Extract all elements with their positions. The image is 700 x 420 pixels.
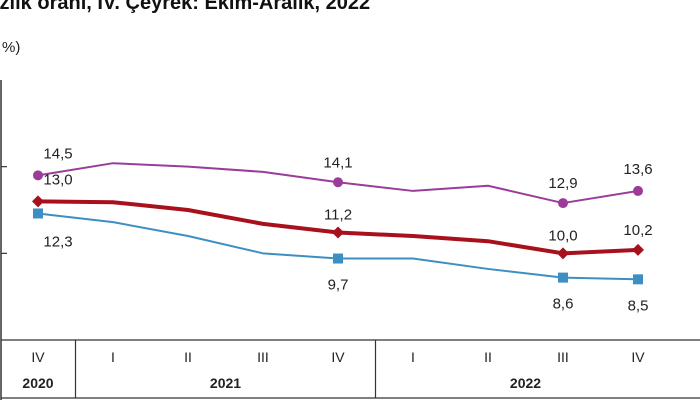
data-point (632, 243, 644, 256)
data-label: 13,6 (623, 161, 652, 178)
x-tick-label: I (111, 349, 115, 365)
data-point (333, 177, 343, 188)
data-label: 11,2 (324, 207, 352, 224)
data-point (333, 253, 343, 264)
data-label: 12,9 (548, 175, 577, 192)
data-point (32, 195, 44, 208)
axes (0, 80, 700, 400)
data-label: 12,3 (43, 233, 72, 250)
chart-title: ızlık oranı, IV. Çeyrek: Ekim-Aralık, 20… (0, 0, 371, 14)
x-tick-label: II (484, 349, 492, 365)
data-point (33, 170, 43, 181)
data-point (558, 198, 568, 209)
data-labels-layer: 14,5 14,1 12,9 13,6 13,0 11,2 10,0 10,2 12,3 9,7 8… (43, 145, 652, 314)
data-label: 14,1 (323, 154, 352, 171)
series-layer (32, 162, 644, 285)
x-year-label: 2020 (22, 375, 53, 391)
x-tick-label: II (184, 349, 192, 365)
data-point (633, 274, 643, 285)
data-point (558, 272, 568, 283)
x-tick-label: III (557, 349, 569, 365)
data-label: 10,0 (548, 227, 577, 244)
x-tick-label: IV (31, 349, 45, 365)
data-point (332, 226, 344, 239)
data-point (33, 208, 43, 219)
x-tick-label: IV (631, 349, 645, 365)
x-year-label: 2021 (210, 375, 241, 391)
data-point (557, 247, 569, 260)
data-label: 14,5 (43, 145, 72, 162)
x-year-label: 2022 (510, 375, 541, 391)
x-tick-label: III (257, 349, 269, 365)
y-axis-unit-label: %) (2, 39, 20, 56)
data-label: 8,5 (628, 297, 649, 314)
data-label: 8,6 (553, 296, 574, 313)
data-point (633, 185, 643, 196)
data-label: 13,0 (43, 171, 72, 188)
data-label: 9,7 (328, 277, 349, 294)
x-tick-label: I (411, 349, 415, 365)
x-tick-label: IV (331, 349, 345, 365)
data-label: 10,2 (623, 222, 652, 239)
